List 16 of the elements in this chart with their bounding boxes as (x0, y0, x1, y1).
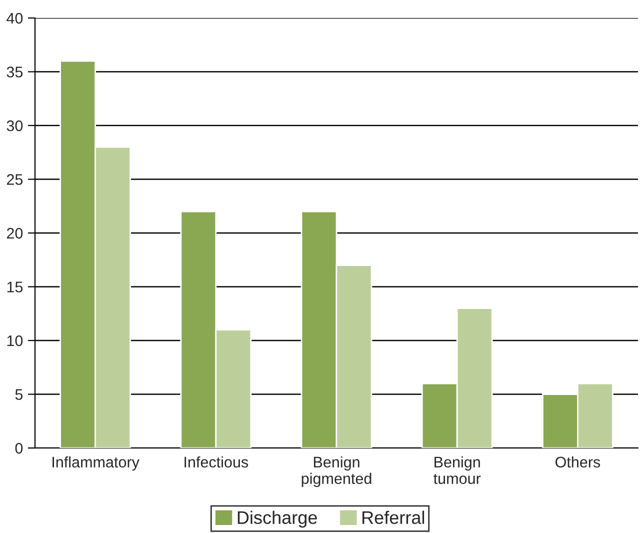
y-tick-label: 20 (6, 228, 23, 239)
y-tick-label: 0 (15, 442, 23, 454)
y-tick-label: 30 (6, 120, 23, 132)
x-tick-label: Others (556, 456, 600, 468)
y-tick-label: 40 (6, 12, 23, 24)
y-tick-label: 25 (6, 174, 23, 185)
y-tick-label: 5 (15, 389, 23, 400)
y-tick-label: 35 (6, 66, 23, 78)
x-tick-label: Benign tumour (434, 456, 481, 484)
x-tick-label: Infectious (184, 456, 248, 468)
y-tick-label: 10 (7, 335, 23, 346)
legend-label: Referral (362, 510, 424, 524)
legend-label: Discharge (238, 510, 317, 528)
x-tick-label: Benign pigmented (302, 456, 372, 488)
x-tick-label: Inflammatory (52, 456, 140, 471)
y-tick-label: 15 (7, 282, 23, 292)
